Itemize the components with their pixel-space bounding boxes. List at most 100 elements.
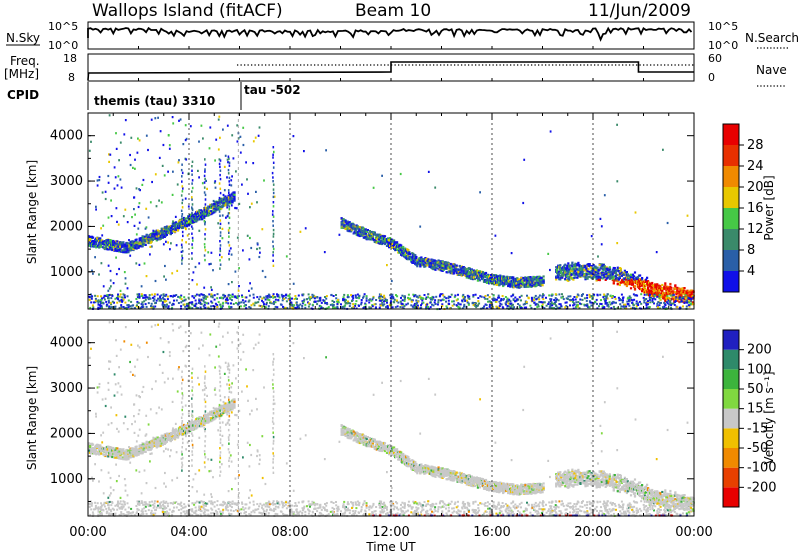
power-echo <box>357 233 360 236</box>
power-echo <box>102 224 105 227</box>
power-echo <box>401 303 404 305</box>
power-echo <box>232 303 235 305</box>
power-echo <box>539 283 542 286</box>
power-echo <box>492 294 495 297</box>
power-echo <box>396 299 398 302</box>
power-echo <box>295 303 298 306</box>
power-echo <box>296 297 298 300</box>
power-echo <box>434 299 437 302</box>
power-echo <box>295 301 298 304</box>
power-echo <box>233 198 236 201</box>
power-echo <box>245 304 247 307</box>
power-echo <box>162 305 165 308</box>
power-echo <box>302 293 305 296</box>
power-echo <box>107 297 110 300</box>
power-echo <box>335 297 338 300</box>
power-echo <box>506 300 509 303</box>
power-echo <box>120 306 123 308</box>
power-echo <box>599 276 602 279</box>
power-echo <box>98 175 101 179</box>
power-echo <box>451 304 454 307</box>
power-echo <box>332 295 335 297</box>
power-echo <box>301 305 304 307</box>
power-echo <box>92 236 95 239</box>
power-echo <box>542 275 545 278</box>
power-echo <box>425 303 427 306</box>
power-echo <box>477 277 481 280</box>
power-echo <box>348 305 351 308</box>
power-echo <box>688 300 691 303</box>
power-echo <box>198 210 201 213</box>
power-echo <box>203 294 205 296</box>
power-echo <box>127 304 130 306</box>
power-echo <box>226 204 229 207</box>
power-echo <box>96 295 99 298</box>
power-echo <box>477 300 480 303</box>
power-echo <box>316 296 319 299</box>
power-echo <box>284 306 287 309</box>
power-echo <box>437 301 440 304</box>
power-echo <box>613 267 616 270</box>
power-echo <box>97 301 100 304</box>
power-echo <box>222 301 225 304</box>
power-echo <box>264 298 267 301</box>
power-echo <box>604 278 607 281</box>
power-echo <box>141 244 144 247</box>
power-echo <box>524 277 527 280</box>
power-echo <box>108 301 111 304</box>
power-echo <box>605 297 608 300</box>
power-echo <box>526 294 528 297</box>
power-echo <box>186 225 189 228</box>
power-echo <box>641 290 644 293</box>
power-echo <box>258 304 261 307</box>
power-echo <box>249 306 252 309</box>
power-echo <box>99 306 102 309</box>
power-echo <box>672 290 675 293</box>
freq-tick-top: 18 <box>63 52 77 65</box>
power-echo <box>527 296 530 299</box>
power-echo <box>682 295 685 298</box>
power-echo <box>362 296 364 299</box>
power-echo <box>191 303 194 306</box>
power-echo <box>290 301 293 304</box>
power-echo <box>557 270 560 273</box>
power-echo <box>345 222 348 226</box>
power-echo <box>643 301 646 304</box>
power-echo <box>127 306 130 309</box>
power-echo <box>643 293 646 296</box>
power-echo <box>416 307 419 310</box>
power-echo <box>248 306 251 308</box>
power-echo <box>627 296 630 299</box>
power-echo <box>671 302 674 305</box>
power-echo <box>429 298 432 301</box>
power-echo <box>337 301 340 304</box>
power-echo <box>612 301 615 304</box>
power-echo <box>162 235 165 238</box>
power-echo <box>307 305 310 308</box>
power-echo <box>550 298 553 301</box>
power-echo <box>280 293 283 296</box>
power-echo <box>313 297 316 300</box>
power-echo <box>130 300 133 303</box>
power-echo <box>122 293 125 296</box>
power-echo <box>431 258 434 261</box>
power-echo <box>618 283 621 287</box>
power-echo <box>483 305 486 308</box>
power-echo <box>592 268 595 271</box>
power-echo <box>624 303 627 306</box>
power-echo <box>217 301 220 304</box>
power-echo <box>198 176 200 179</box>
power-echo <box>354 229 357 232</box>
power-echo <box>495 300 498 303</box>
power-echo <box>266 295 269 297</box>
power-echo <box>290 303 293 306</box>
power-echo <box>236 124 239 127</box>
power-echo <box>497 294 500 297</box>
power-echo <box>110 303 113 306</box>
power-echo <box>463 266 466 270</box>
power-echo <box>200 298 203 301</box>
power-echo <box>600 303 603 305</box>
power-echo <box>318 297 321 300</box>
power-echo <box>101 191 104 194</box>
power-echo <box>556 298 558 301</box>
